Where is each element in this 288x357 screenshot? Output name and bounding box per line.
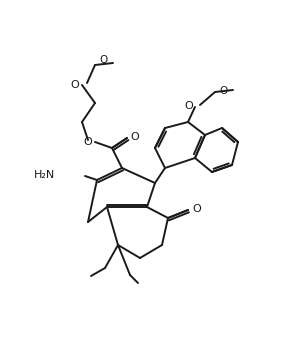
Text: O: O bbox=[184, 101, 193, 111]
Text: H₂N: H₂N bbox=[34, 170, 55, 180]
Text: O: O bbox=[83, 137, 92, 147]
Text: O: O bbox=[99, 55, 107, 65]
Text: O: O bbox=[130, 132, 139, 142]
Text: O: O bbox=[219, 86, 227, 96]
Text: O: O bbox=[192, 204, 201, 214]
Text: O: O bbox=[70, 80, 79, 90]
